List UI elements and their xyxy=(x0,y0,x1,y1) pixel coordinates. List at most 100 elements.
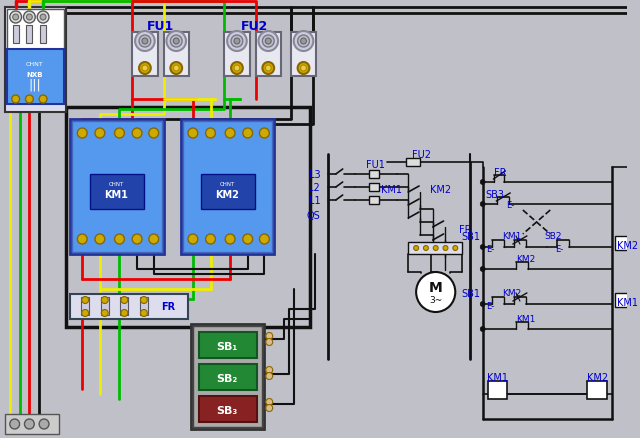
Text: E-: E- xyxy=(506,201,514,210)
Circle shape xyxy=(231,63,243,75)
Text: KM2: KM2 xyxy=(617,240,638,251)
Circle shape xyxy=(480,327,485,332)
Text: FU2: FU2 xyxy=(412,150,431,159)
Circle shape xyxy=(13,15,19,21)
Circle shape xyxy=(259,129,269,139)
Circle shape xyxy=(101,297,108,304)
Text: CHNT: CHNT xyxy=(220,182,235,187)
Bar xyxy=(163,33,189,77)
Circle shape xyxy=(266,373,273,380)
Text: CHNT: CHNT xyxy=(109,182,124,187)
Text: QS: QS xyxy=(307,211,320,220)
Circle shape xyxy=(10,419,20,429)
Circle shape xyxy=(266,339,273,346)
Circle shape xyxy=(77,129,87,139)
Bar xyxy=(199,396,257,422)
Bar xyxy=(5,8,65,113)
Circle shape xyxy=(188,129,198,139)
Circle shape xyxy=(101,310,108,317)
Circle shape xyxy=(301,66,307,72)
Bar xyxy=(101,297,109,315)
Bar xyxy=(615,237,630,251)
Circle shape xyxy=(433,246,438,251)
Circle shape xyxy=(480,267,485,272)
Bar xyxy=(181,120,274,254)
Bar xyxy=(90,175,144,209)
Text: FU1: FU1 xyxy=(365,159,385,170)
Text: KM2: KM2 xyxy=(430,184,451,194)
Circle shape xyxy=(205,129,216,139)
Bar xyxy=(132,33,157,77)
Bar xyxy=(291,33,316,77)
Circle shape xyxy=(266,399,273,406)
Text: KM1: KM1 xyxy=(502,232,522,241)
Text: SB₂: SB₂ xyxy=(216,373,238,383)
Circle shape xyxy=(231,36,243,48)
Circle shape xyxy=(170,36,182,48)
Text: FR: FR xyxy=(494,168,507,177)
Text: L2: L2 xyxy=(308,183,320,193)
Circle shape xyxy=(39,96,47,104)
Text: KM1: KM1 xyxy=(617,297,638,307)
Circle shape xyxy=(132,234,142,244)
Bar xyxy=(40,26,46,44)
Bar xyxy=(183,122,272,252)
Text: KM1: KM1 xyxy=(487,372,508,382)
Circle shape xyxy=(139,36,151,48)
Circle shape xyxy=(259,234,269,244)
Circle shape xyxy=(24,419,35,429)
Circle shape xyxy=(40,15,46,21)
Circle shape xyxy=(294,32,314,52)
Bar xyxy=(199,364,257,390)
Circle shape xyxy=(413,246,419,251)
Circle shape xyxy=(453,246,458,251)
Circle shape xyxy=(12,96,20,104)
Text: KM2: KM2 xyxy=(502,289,522,298)
Bar xyxy=(201,175,255,209)
Circle shape xyxy=(39,419,49,429)
Circle shape xyxy=(115,234,124,244)
Circle shape xyxy=(141,310,147,317)
Text: KM1: KM1 xyxy=(516,315,536,324)
Circle shape xyxy=(243,129,253,139)
Circle shape xyxy=(135,32,155,52)
Text: KM1: KM1 xyxy=(104,190,129,200)
Bar xyxy=(5,414,59,434)
Bar xyxy=(224,33,250,77)
Circle shape xyxy=(266,405,273,412)
Bar xyxy=(70,120,163,254)
Circle shape xyxy=(259,32,278,52)
Text: NXB: NXB xyxy=(26,72,42,78)
Text: E-: E- xyxy=(486,245,495,254)
Circle shape xyxy=(443,246,448,251)
Bar xyxy=(13,26,19,44)
Text: CHNT: CHNT xyxy=(26,62,43,67)
Bar xyxy=(406,159,420,166)
Circle shape xyxy=(132,129,142,139)
Circle shape xyxy=(115,129,124,139)
Text: 3~: 3~ xyxy=(429,296,442,305)
Circle shape xyxy=(225,129,235,139)
Circle shape xyxy=(95,129,105,139)
Bar xyxy=(488,381,507,399)
Text: FU2: FU2 xyxy=(241,21,268,33)
Circle shape xyxy=(170,63,182,75)
Circle shape xyxy=(480,302,485,307)
Bar xyxy=(81,297,89,315)
Circle shape xyxy=(149,129,159,139)
Text: KM2: KM2 xyxy=(215,190,239,200)
Circle shape xyxy=(121,310,128,317)
Bar xyxy=(120,297,128,315)
Text: E-: E- xyxy=(555,245,563,254)
Circle shape xyxy=(82,297,88,304)
Circle shape xyxy=(480,245,485,250)
Circle shape xyxy=(298,63,309,75)
Text: L3: L3 xyxy=(308,170,320,180)
Text: FU1: FU1 xyxy=(147,21,174,33)
Text: SB₁: SB₁ xyxy=(216,341,238,351)
Bar xyxy=(369,197,379,205)
Bar xyxy=(26,26,32,44)
Circle shape xyxy=(37,12,49,24)
Text: KM1: KM1 xyxy=(381,184,402,194)
Bar xyxy=(588,381,607,399)
